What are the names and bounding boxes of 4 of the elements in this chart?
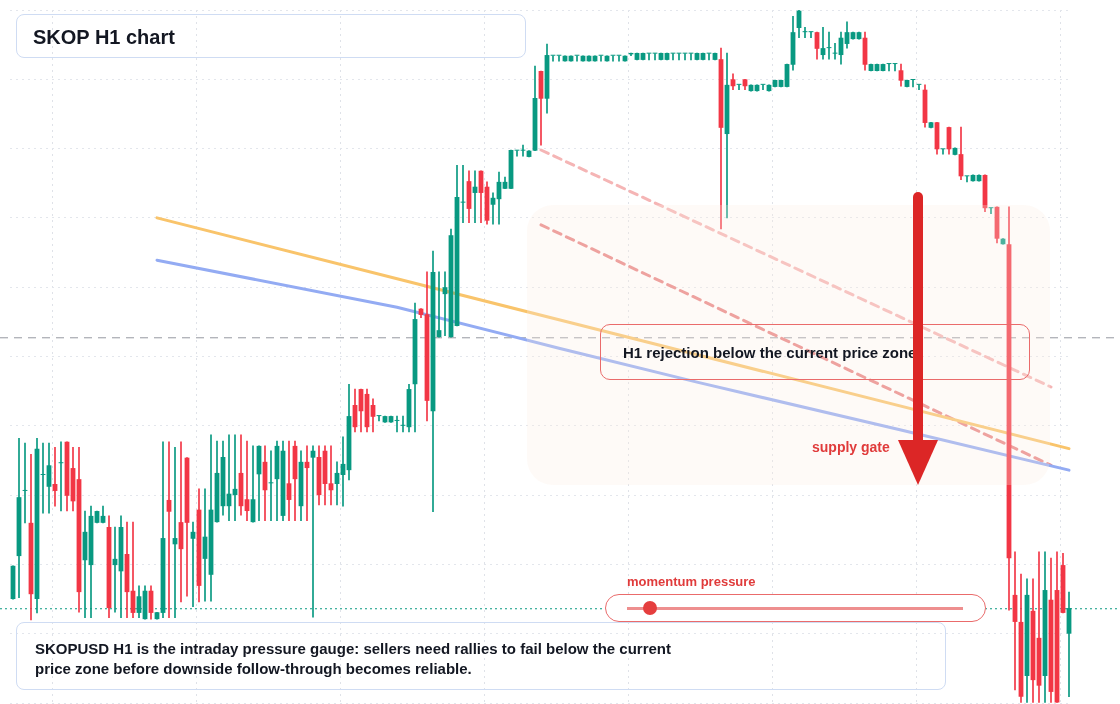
annotation: SKOPUSD H1 is the intraday pressure gauge: sellers need rallies to fail below the current price zone before downside follow-through becomes reliable.: [35, 639, 673, 679]
text: SKOP H1 chart: [16, 14, 526, 58]
annotation: supply gate: [812, 439, 890, 455]
annotation: momentum pressure: [627, 574, 756, 589]
